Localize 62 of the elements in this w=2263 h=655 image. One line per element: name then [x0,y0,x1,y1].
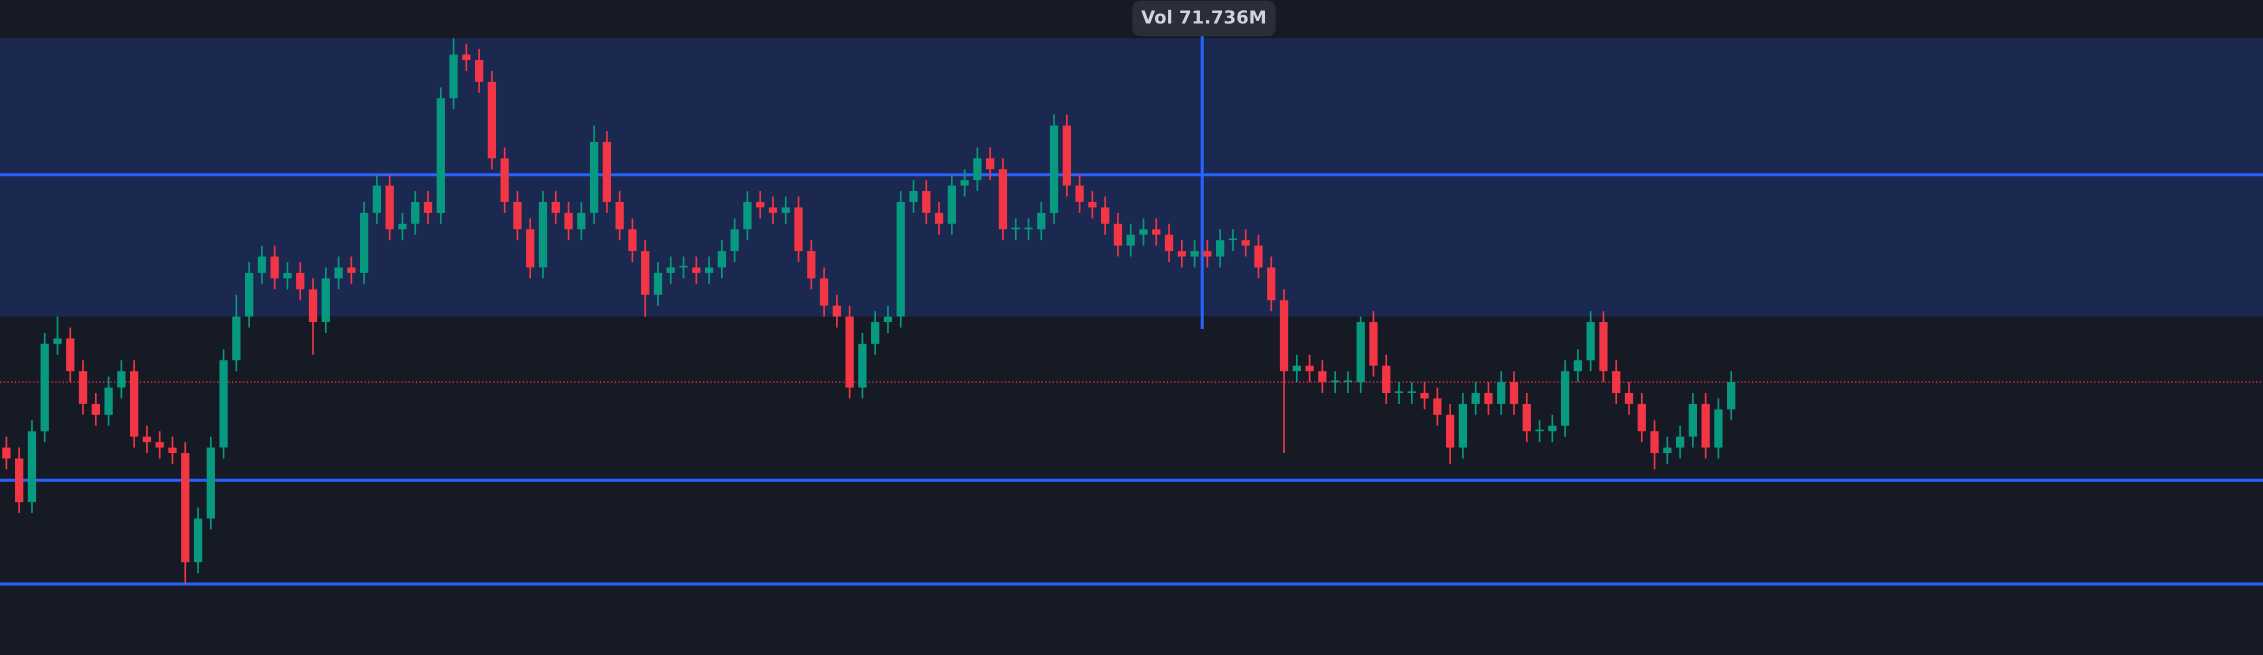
candlestick [1203,239,1212,269]
candlestick [53,315,62,356]
candlestick [168,435,177,465]
candlestick [334,255,343,291]
candlestick [768,195,778,225]
candlestick [155,430,164,460]
candlestick [1675,424,1685,460]
candlestick [628,217,637,263]
candlestick [1573,348,1583,383]
candlestick [270,244,279,291]
candlestick [1497,370,1506,416]
candlestick [704,255,714,285]
candlestick [1471,381,1480,416]
candlestick [1433,386,1442,427]
candlestick [653,261,663,307]
candlestick [474,48,484,94]
candlestick [1088,190,1097,220]
candlestick [347,255,356,285]
candlestick [781,195,790,225]
candlestick [117,359,126,400]
candlestick [1241,228,1250,258]
candlestick [1343,370,1353,394]
candlestick [960,168,969,198]
candlestick [1164,222,1174,263]
candlestick [551,190,560,225]
candlestick [934,201,944,236]
candlestick [2,435,11,471]
candlestick [973,146,982,192]
candlestick [1394,381,1404,405]
candlestick [1177,239,1186,269]
candlestick [257,244,267,285]
candlestick [1215,228,1225,269]
candlestick [730,217,739,263]
candlestick [283,261,292,291]
candlestick [909,179,918,214]
candlestick [296,261,305,302]
candlestick [1037,201,1046,242]
candlestick [1152,217,1161,247]
candlestick [1126,222,1135,258]
candlestick [871,310,880,356]
candlestick [1075,173,1084,214]
candlestick [1190,239,1199,269]
candlestick [986,146,995,181]
candlestick [398,212,407,242]
candlestick [423,190,433,225]
text: Vol 71.736M [1141,9,1265,24]
candlestick [1330,370,1340,394]
candlestick [1650,419,1659,471]
candlestick [666,255,675,285]
candlestick [577,201,586,242]
candlestick [1101,195,1110,236]
candlestick [411,190,420,236]
candlestick [922,179,931,225]
candlestick [564,201,573,242]
candlestick [1407,381,1416,405]
candlestick [717,239,727,280]
candlestick [1254,233,1263,280]
candlestick [1139,217,1148,247]
candlestick [1113,212,1123,258]
candlestick [692,255,701,285]
candlestick [832,293,842,329]
candlestick [91,392,100,427]
